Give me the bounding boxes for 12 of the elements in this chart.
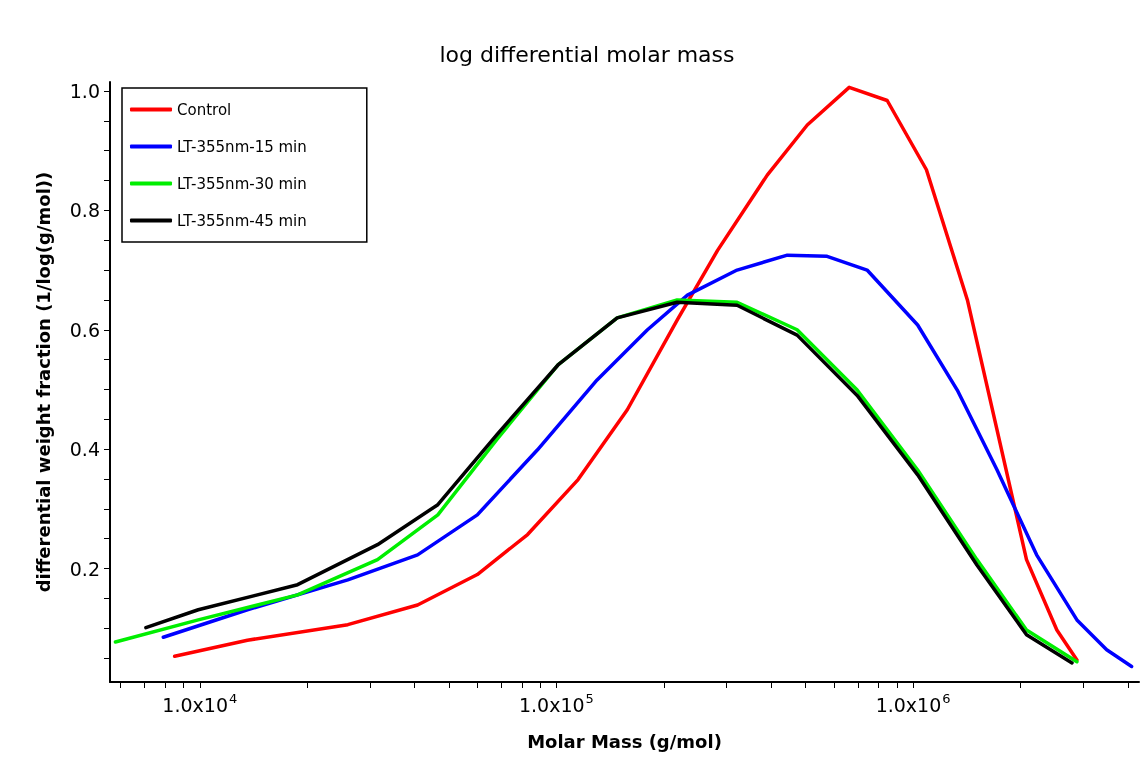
y-tick-label: 1.0 <box>69 79 100 102</box>
legend-label: LT-355nm-30 min <box>177 174 307 193</box>
y-tick-label: 0.8 <box>69 199 100 222</box>
legend-label: LT-355nm-45 min <box>177 211 307 230</box>
y-tick-label: 0.6 <box>69 318 100 341</box>
y-axis-title: differential weight fraction (1/log(g/mol)) <box>32 171 54 593</box>
legend-label: LT-355nm-15 min <box>177 137 307 156</box>
x-axis-title: Molar Mass (g/mol) <box>527 730 722 752</box>
y-tick-label: 0.2 <box>69 557 100 580</box>
legend-label: Control <box>177 100 232 119</box>
chart-title: log differential molar mass <box>439 41 735 67</box>
y-tick-label: 0.4 <box>69 438 100 461</box>
